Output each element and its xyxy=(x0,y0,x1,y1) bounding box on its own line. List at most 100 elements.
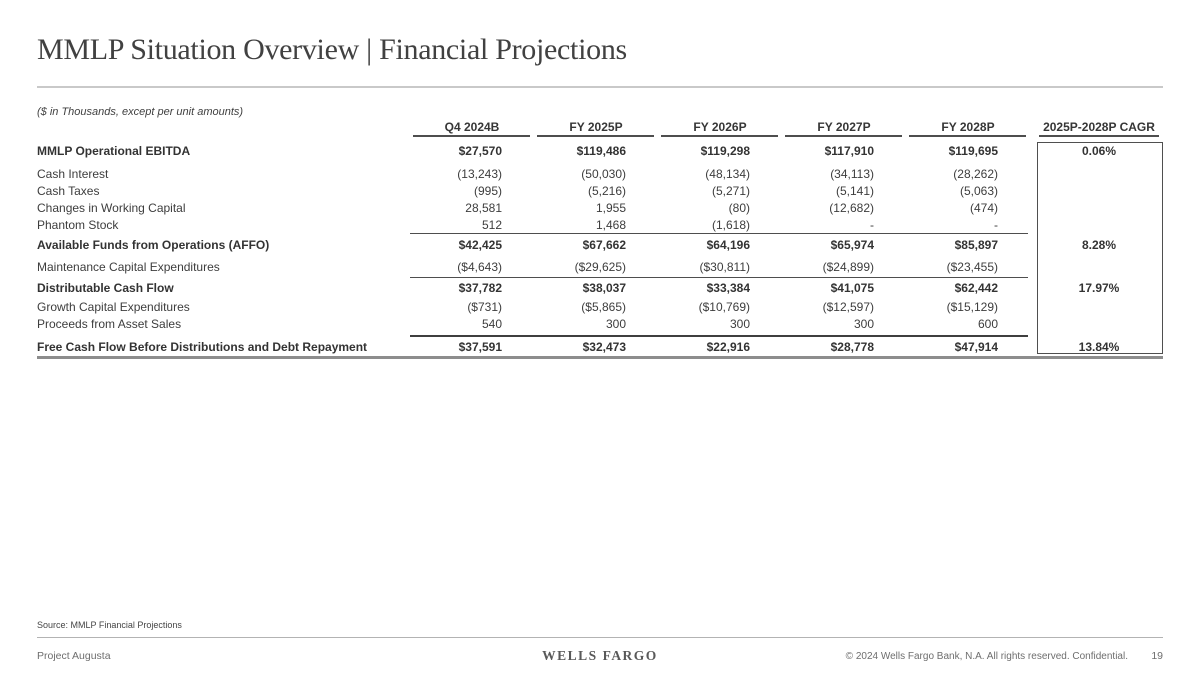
cell-value: 300 xyxy=(729,316,750,331)
cell-value: $47,914 xyxy=(954,339,998,354)
cell-value: $38,037 xyxy=(582,280,626,295)
cell-value: $28,778 xyxy=(830,339,874,354)
row-cagr-value: 8.28% xyxy=(1081,237,1117,252)
cell-value: 1,955 xyxy=(595,200,626,215)
table-row: Growth Capital Expenditures ($731) ($5,86… xyxy=(37,298,1163,315)
cell-value: ($24,899) xyxy=(822,259,874,274)
cell-value: - xyxy=(994,217,998,232)
row-label: Cash Taxes xyxy=(37,183,100,198)
cell-value: ($4,643) xyxy=(457,259,502,274)
row-label: Phantom Stock xyxy=(37,217,119,232)
cell-value: ($10,769) xyxy=(698,299,750,314)
table-body: MMLP Operational EBITDA $27,570 $119,486 $… xyxy=(37,137,1163,356)
cell-value: (34,113) xyxy=(830,166,874,181)
column-header: FY 2028P xyxy=(906,120,1030,137)
column-header: FY 2026P xyxy=(658,120,782,137)
cell-value: (80) xyxy=(728,200,750,215)
column-header: FY 2027P xyxy=(782,120,906,137)
table-bottom-border xyxy=(37,356,1163,359)
column-header: Q4 2024B xyxy=(410,120,534,137)
footer-project-name: Project Augusta xyxy=(37,650,111,662)
cell-value: $42,425 xyxy=(458,237,502,252)
cell-value: $119,486 xyxy=(576,144,626,158)
cell-value: $67,662 xyxy=(582,237,626,252)
table-row: Free Cash Flow Before Distributions and … xyxy=(37,335,1163,356)
row-cagr-value: 13.84% xyxy=(1078,339,1120,354)
row-cagr-value: 17.97% xyxy=(1078,280,1120,295)
cell-value: ($23,455) xyxy=(946,259,998,274)
row-label: Available Funds from Operations (AFFO) xyxy=(37,237,270,252)
cell-value: 540 xyxy=(481,316,502,331)
cell-value: ($12,597) xyxy=(822,299,874,314)
source-note: Source: MMLP Financial Projections xyxy=(37,620,182,630)
cell-value: (5,216) xyxy=(587,183,626,198)
cell-value: (13,243) xyxy=(457,166,502,181)
cell-value: ($15,129) xyxy=(946,299,998,314)
cell-value: (12,682) xyxy=(829,200,874,215)
cell-value: (50,030) xyxy=(581,166,626,181)
cell-value: $27,570 xyxy=(458,144,502,158)
cell-value: ($29,625) xyxy=(574,259,626,274)
cell-value: $22,916 xyxy=(706,339,750,354)
page-number: 19 xyxy=(1151,650,1163,662)
table-row: MMLP Operational EBITDA $27,570 $119,486 $… xyxy=(37,137,1163,165)
cell-value: (1,618) xyxy=(711,217,750,232)
cell-value: $119,298 xyxy=(700,144,750,158)
cell-value: (5,063) xyxy=(959,183,998,198)
cell-value: $41,075 xyxy=(830,280,874,295)
cell-value: (48,134) xyxy=(705,166,750,181)
row-cagr-value: 0.06% xyxy=(1081,144,1117,158)
table-row: Distributable Cash Flow $37,782 $38,037 $3… xyxy=(37,277,1163,298)
row-label: Changes in Working Capital xyxy=(37,200,186,215)
cell-value: ($30,811) xyxy=(699,259,750,274)
cell-value: 300 xyxy=(605,316,626,331)
cell-value: $37,782 xyxy=(458,280,502,295)
table-header-row: Q4 2024B FY 2025P FY 2026P FY 2027P FY 2… xyxy=(37,120,1163,137)
table-row: Cash Taxes (995) (5,216) (5,271) (5,141) (5,… xyxy=(37,182,1163,199)
wells-fargo-logo: WELLS FARGO xyxy=(542,648,658,663)
units-note: ($ in Thousands, except per unit amounts… xyxy=(37,106,244,118)
cell-value: - xyxy=(870,217,874,232)
row-label: Growth Capital Expenditures xyxy=(37,299,190,314)
column-header: FY 2025P xyxy=(534,120,658,137)
table-row: Proceeds from Asset Sales 540 300 300 300 60… xyxy=(37,315,1163,332)
table-row: Phantom Stock 512 1,468 (1,618) - - xyxy=(37,216,1163,233)
cell-value: (5,141) xyxy=(835,183,874,198)
row-label: MMLP Operational EBITDA xyxy=(37,144,191,158)
cell-value: $119,695 xyxy=(948,144,998,158)
row-label: Cash Interest xyxy=(37,166,109,181)
row-label: Maintenance Capital Expenditures xyxy=(37,259,220,274)
column-header-cagr: 2025P-2028P CAGR xyxy=(1037,120,1161,137)
page-title: MMLP Situation Overview | Financial Proj… xyxy=(37,33,627,66)
cell-value: $37,591 xyxy=(458,339,502,354)
table-row: Maintenance Capital Expenditures ($4,643… xyxy=(37,256,1163,277)
cell-value: (995) xyxy=(473,183,502,198)
cell-value: $62,442 xyxy=(954,280,998,295)
table-row: Changes in Working Capital 28,581 1,955 (8… xyxy=(37,199,1163,216)
cell-value: $85,897 xyxy=(954,237,998,252)
table-row: Available Funds from Operations (AFFO) $… xyxy=(37,233,1163,256)
table-row: Cash Interest (13,243) (50,030) (48,134) (3… xyxy=(37,165,1163,182)
cell-value: 600 xyxy=(977,316,998,331)
cell-value: $65,974 xyxy=(830,237,874,252)
financial-projections-table: Q4 2024B FY 2025P FY 2026P FY 2027P FY 2… xyxy=(37,120,1163,359)
cell-value: (474) xyxy=(969,200,998,215)
cell-value: $32,473 xyxy=(582,339,626,354)
cagr-highlight-box xyxy=(1037,142,1163,354)
footer-divider xyxy=(37,637,1163,638)
row-label: Free Cash Flow Before Distributions and … xyxy=(37,339,368,354)
cell-value: $33,384 xyxy=(706,280,750,295)
cell-value: $117,910 xyxy=(824,144,874,158)
cell-value: 300 xyxy=(853,316,874,331)
row-label: Proceeds from Asset Sales xyxy=(37,316,182,331)
cell-value: $64,196 xyxy=(706,237,750,252)
cell-value: (5,271) xyxy=(711,183,750,198)
cell-value: ($731) xyxy=(467,299,502,314)
cell-value: ($5,865) xyxy=(581,299,626,314)
cell-value: 28,581 xyxy=(465,200,502,215)
footer-copyright: © 2024 Wells Fargo Bank, N.A. All rights… xyxy=(845,651,1128,662)
cell-value: 512 xyxy=(481,217,502,232)
cell-value: 1,468 xyxy=(595,217,626,232)
cell-value: (28,262) xyxy=(953,166,998,181)
